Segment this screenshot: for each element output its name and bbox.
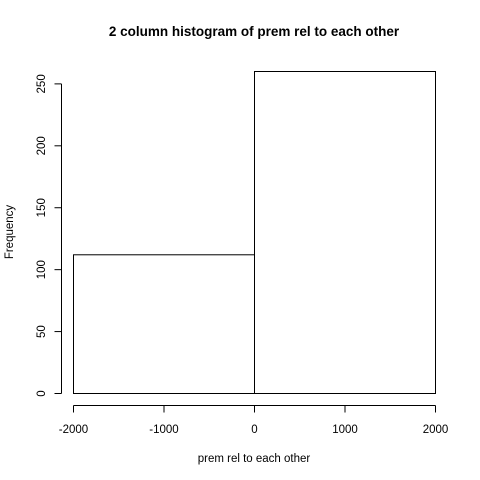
y-tick-label: 100	[36, 260, 48, 279]
x-tick-label: 2000	[423, 424, 449, 436]
x-axis: -2000 -1000 0 1000 2000	[59, 405, 449, 436]
chart-title: 2 column histogram of prem rel to each o…	[109, 24, 400, 39]
x-axis-label: prem rel to each other	[198, 453, 311, 465]
histogram-bar-1	[73, 254, 255, 394]
y-tick-label: 150	[36, 198, 48, 217]
y-axis-label: Frequency	[4, 205, 16, 260]
y-tick-label: 200	[36, 136, 48, 155]
y-tick-label: 50	[36, 325, 48, 338]
x-tick-label: -1000	[149, 424, 178, 436]
histogram-bar-2	[254, 71, 436, 394]
x-tick-label: 1000	[332, 424, 358, 436]
x-tick-label: -2000	[59, 424, 88, 436]
y-axis: 0 50 100 150 200 250	[36, 74, 62, 397]
x-tick-label: 0	[251, 424, 257, 436]
y-tick-label: 0	[36, 390, 48, 396]
y-tick-label: 250	[36, 74, 48, 93]
bars-layer	[73, 71, 436, 394]
